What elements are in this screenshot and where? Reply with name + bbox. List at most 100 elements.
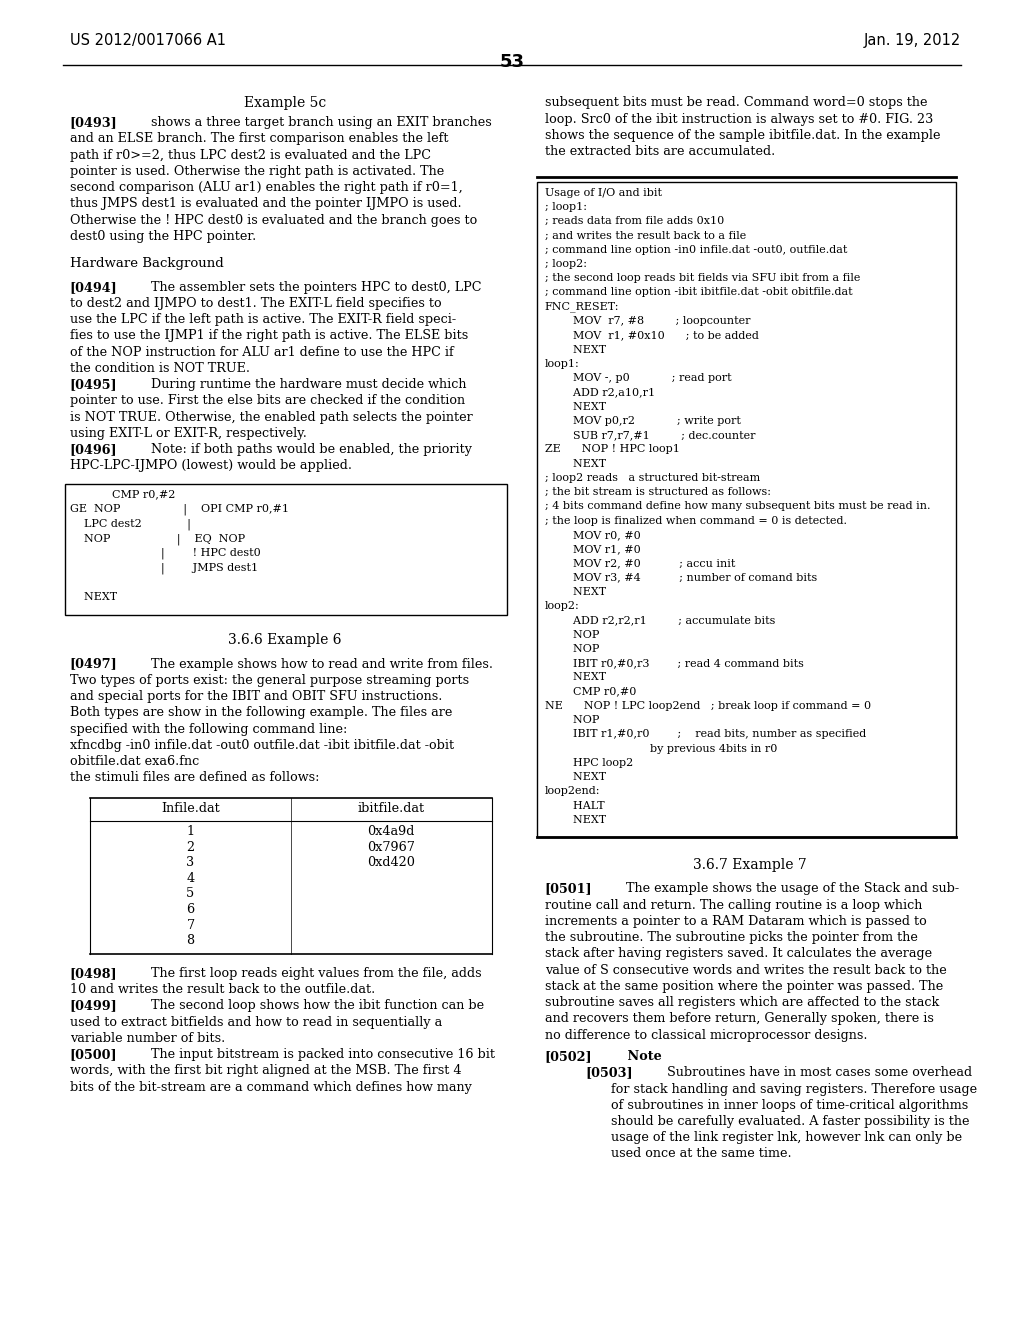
Text: [0501]: [0501] bbox=[545, 883, 593, 895]
Text: The assembler sets the pointers HPC to dest0, LPC: The assembler sets the pointers HPC to d… bbox=[139, 281, 481, 294]
Text: pointer to use. First the else bits are checked if the condition: pointer to use. First the else bits are … bbox=[70, 395, 465, 408]
Text: thus JMPS dest1 is evaluated and the pointer IJMPO is used.: thus JMPS dest1 is evaluated and the poi… bbox=[70, 197, 461, 210]
Text: HPC loop2: HPC loop2 bbox=[545, 758, 633, 768]
Text: Infile.dat: Infile.dat bbox=[161, 803, 220, 814]
Text: no difference to classical microprocessor designs.: no difference to classical microprocesso… bbox=[545, 1028, 867, 1041]
Text: NOP: NOP bbox=[545, 644, 599, 653]
Text: [0503]: [0503] bbox=[586, 1067, 634, 1080]
Text: 53: 53 bbox=[500, 53, 524, 71]
Text: ; the second loop reads bit fields via SFU ibit from a file: ; the second loop reads bit fields via S… bbox=[545, 273, 860, 284]
Text: |        JMPS dest1: | JMPS dest1 bbox=[70, 562, 258, 574]
Text: Example 5c: Example 5c bbox=[244, 96, 326, 111]
Text: [0500]: [0500] bbox=[70, 1048, 118, 1061]
Text: xfncdbg -in0 infile.dat -out0 outfile.dat -ibit ibitfile.dat -obit: xfncdbg -in0 infile.dat -out0 outfile.da… bbox=[70, 739, 454, 752]
Text: used to extract bitfields and how to read in sequentially a: used to extract bitfields and how to rea… bbox=[70, 1015, 442, 1028]
Text: shows a three target branch using an EXIT branches: shows a three target branch using an EXI… bbox=[139, 116, 492, 129]
Text: of the NOP instruction for ALU ar1 define to use the HPC if: of the NOP instruction for ALU ar1 defin… bbox=[70, 346, 454, 359]
Text: [0495]: [0495] bbox=[70, 378, 118, 391]
Text: the stimuli files are defined as follows:: the stimuli files are defined as follows… bbox=[70, 771, 319, 784]
Text: US 2012/0017066 A1: US 2012/0017066 A1 bbox=[70, 33, 225, 48]
Text: is NOT TRUE. Otherwise, the enabled path selects the pointer: is NOT TRUE. Otherwise, the enabled path… bbox=[70, 411, 472, 424]
Text: pointer is used. Otherwise the right path is activated. The: pointer is used. Otherwise the right pat… bbox=[70, 165, 443, 178]
Text: IBIT r0,#0,r3        ; read 4 command bits: IBIT r0,#0,r3 ; read 4 command bits bbox=[545, 659, 804, 668]
Text: 10 and writes the result back to the outfile.dat.: 10 and writes the result back to the out… bbox=[70, 983, 375, 997]
Text: The first loop reads eight values from the file, adds: The first loop reads eight values from t… bbox=[139, 966, 482, 979]
Text: ; and writes the result back to a file: ; and writes the result back to a file bbox=[545, 231, 746, 240]
Text: ; the loop is finalized when command = 0 is detected.: ; the loop is finalized when command = 0… bbox=[545, 516, 847, 525]
Text: ; the bit stream is structured as follows:: ; the bit stream is structured as follow… bbox=[545, 487, 771, 498]
Text: 4: 4 bbox=[186, 871, 195, 884]
Text: and recovers them before return, Generally spoken, there is: and recovers them before return, General… bbox=[545, 1012, 934, 1026]
Text: obitfile.dat exa6.fnc: obitfile.dat exa6.fnc bbox=[70, 755, 199, 768]
Text: value of S consecutive words and writes the result back to the: value of S consecutive words and writes … bbox=[545, 964, 946, 977]
Text: to dest2 and IJMPO to dest1. The EXIT-L field specifies to: to dest2 and IJMPO to dest1. The EXIT-L … bbox=[70, 297, 441, 310]
Text: ; loop2 reads   a structured bit-stream: ; loop2 reads a structured bit-stream bbox=[545, 473, 760, 483]
Text: ADD r2,a10,r1: ADD r2,a10,r1 bbox=[545, 387, 655, 397]
Text: [0496]: [0496] bbox=[70, 444, 118, 457]
Text: CMP r0,#2: CMP r0,#2 bbox=[70, 488, 175, 499]
Text: 5: 5 bbox=[186, 887, 195, 900]
Text: stack at the same position where the pointer was passed. The: stack at the same position where the poi… bbox=[545, 979, 943, 993]
Text: second comparison (ALU ar1) enables the right path if r0=1,: second comparison (ALU ar1) enables the … bbox=[70, 181, 463, 194]
Text: ; command line option -in0 infile.dat -out0, outfile.dat: ; command line option -in0 infile.dat -o… bbox=[545, 244, 847, 255]
Text: 2: 2 bbox=[186, 841, 195, 854]
Text: |        ! HPC dest0: | ! HPC dest0 bbox=[70, 548, 260, 560]
Text: usage of the link register lnk, however lnk can only be: usage of the link register lnk, however … bbox=[611, 1131, 963, 1144]
Text: [0502]: [0502] bbox=[545, 1049, 593, 1063]
Text: Usage of I/O and ibit: Usage of I/O and ibit bbox=[545, 187, 662, 198]
Text: [0497]: [0497] bbox=[70, 657, 118, 671]
Text: words, with the first bit right aligned at the MSB. The first 4: words, with the first bit right aligned … bbox=[70, 1064, 461, 1077]
Text: NEXT: NEXT bbox=[545, 814, 606, 825]
Text: and special ports for the IBIT and OBIT SFU instructions.: and special ports for the IBIT and OBIT … bbox=[70, 690, 442, 704]
Text: 0x7967: 0x7967 bbox=[368, 841, 415, 854]
Text: for stack handling and saving registers. Therefore usage: for stack handling and saving registers.… bbox=[611, 1082, 978, 1096]
Text: shows the sequence of the sample ibitfile.dat. In the example: shows the sequence of the sample ibitfil… bbox=[545, 129, 940, 141]
Text: fies to use the IJMP1 if the right path is active. The ELSE bits: fies to use the IJMP1 if the right path … bbox=[70, 330, 468, 342]
Text: using EXIT-L or EXIT-R, respectively.: using EXIT-L or EXIT-R, respectively. bbox=[70, 426, 306, 440]
Text: Jan. 19, 2012: Jan. 19, 2012 bbox=[863, 33, 961, 48]
Text: 1: 1 bbox=[186, 825, 195, 838]
Text: the extracted bits are accumulated.: the extracted bits are accumulated. bbox=[545, 145, 775, 158]
Text: NEXT: NEXT bbox=[545, 587, 606, 597]
Text: path if r0>=2, thus LPC dest2 is evaluated and the LPC: path if r0>=2, thus LPC dest2 is evaluat… bbox=[70, 149, 431, 161]
Text: increments a pointer to a RAM Dataram which is passed to: increments a pointer to a RAM Dataram wh… bbox=[545, 915, 927, 928]
Text: MOV  r1, #0x10      ; to be added: MOV r1, #0x10 ; to be added bbox=[545, 330, 759, 341]
Text: 3.6.7 Example 7: 3.6.7 Example 7 bbox=[692, 858, 807, 873]
Text: variable number of bits.: variable number of bits. bbox=[70, 1032, 225, 1045]
Text: dest0 using the HPC pointer.: dest0 using the HPC pointer. bbox=[70, 230, 256, 243]
Text: loop1:: loop1: bbox=[545, 359, 580, 368]
Text: used once at the same time.: used once at the same time. bbox=[611, 1147, 792, 1160]
Text: HPC-LPC-IJMPO (lowest) would be applied.: HPC-LPC-IJMPO (lowest) would be applied. bbox=[70, 459, 351, 473]
Text: subroutine saves all registers which are affected to the stack: subroutine saves all registers which are… bbox=[545, 997, 939, 1008]
Text: Subroutines have in most cases some overhead: Subroutines have in most cases some over… bbox=[655, 1067, 973, 1080]
Text: loop. Src0 of the ibit instruction is always set to #0. FIG. 23: loop. Src0 of the ibit instruction is al… bbox=[545, 112, 933, 125]
Text: stack after having registers saved. It calculates the average: stack after having registers saved. It c… bbox=[545, 948, 932, 961]
Text: by previous 4bits in r0: by previous 4bits in r0 bbox=[545, 743, 777, 754]
Text: the condition is NOT TRUE.: the condition is NOT TRUE. bbox=[70, 362, 250, 375]
Text: ; loop1:: ; loop1: bbox=[545, 202, 587, 213]
Text: ; command line option -ibit ibitfile.dat -obit obitfile.dat: ; command line option -ibit ibitfile.dat… bbox=[545, 288, 852, 297]
Text: 7: 7 bbox=[186, 919, 195, 932]
Text: [0498]: [0498] bbox=[70, 966, 118, 979]
Text: [0493]: [0493] bbox=[70, 116, 118, 129]
Text: NEXT: NEXT bbox=[545, 458, 606, 469]
Text: ibitfile.dat: ibitfile.dat bbox=[357, 803, 425, 814]
Text: MOV r3, #4           ; number of comand bits: MOV r3, #4 ; number of comand bits bbox=[545, 573, 817, 582]
Text: The example shows how to read and write from files.: The example shows how to read and write … bbox=[139, 657, 494, 671]
Text: LPC dest2             |: LPC dest2 | bbox=[70, 519, 190, 529]
Text: loop2end:: loop2end: bbox=[545, 787, 600, 796]
Text: 0xd420: 0xd420 bbox=[368, 857, 415, 870]
Text: Note: if both paths would be enabled, the priority: Note: if both paths would be enabled, th… bbox=[139, 444, 472, 457]
Text: NEXT: NEXT bbox=[545, 772, 606, 783]
Text: MOV p0,r2            ; write port: MOV p0,r2 ; write port bbox=[545, 416, 740, 426]
Text: [0499]: [0499] bbox=[70, 999, 118, 1012]
Text: MOV -, p0            ; read port: MOV -, p0 ; read port bbox=[545, 374, 731, 383]
Text: 3: 3 bbox=[186, 857, 195, 870]
Text: should be carefully evaluated. A faster possibility is the: should be carefully evaluated. A faster … bbox=[611, 1115, 970, 1129]
Text: ZE      NOP ! HPC loop1: ZE NOP ! HPC loop1 bbox=[545, 445, 680, 454]
Text: MOV r0, #0: MOV r0, #0 bbox=[545, 529, 641, 540]
Text: NOP: NOP bbox=[545, 715, 599, 725]
Text: HALT: HALT bbox=[545, 801, 604, 810]
Text: 0x4a9d: 0x4a9d bbox=[368, 825, 415, 838]
Text: of subroutines in inner loops of time-critical algorithms: of subroutines in inner loops of time-cr… bbox=[611, 1098, 969, 1111]
